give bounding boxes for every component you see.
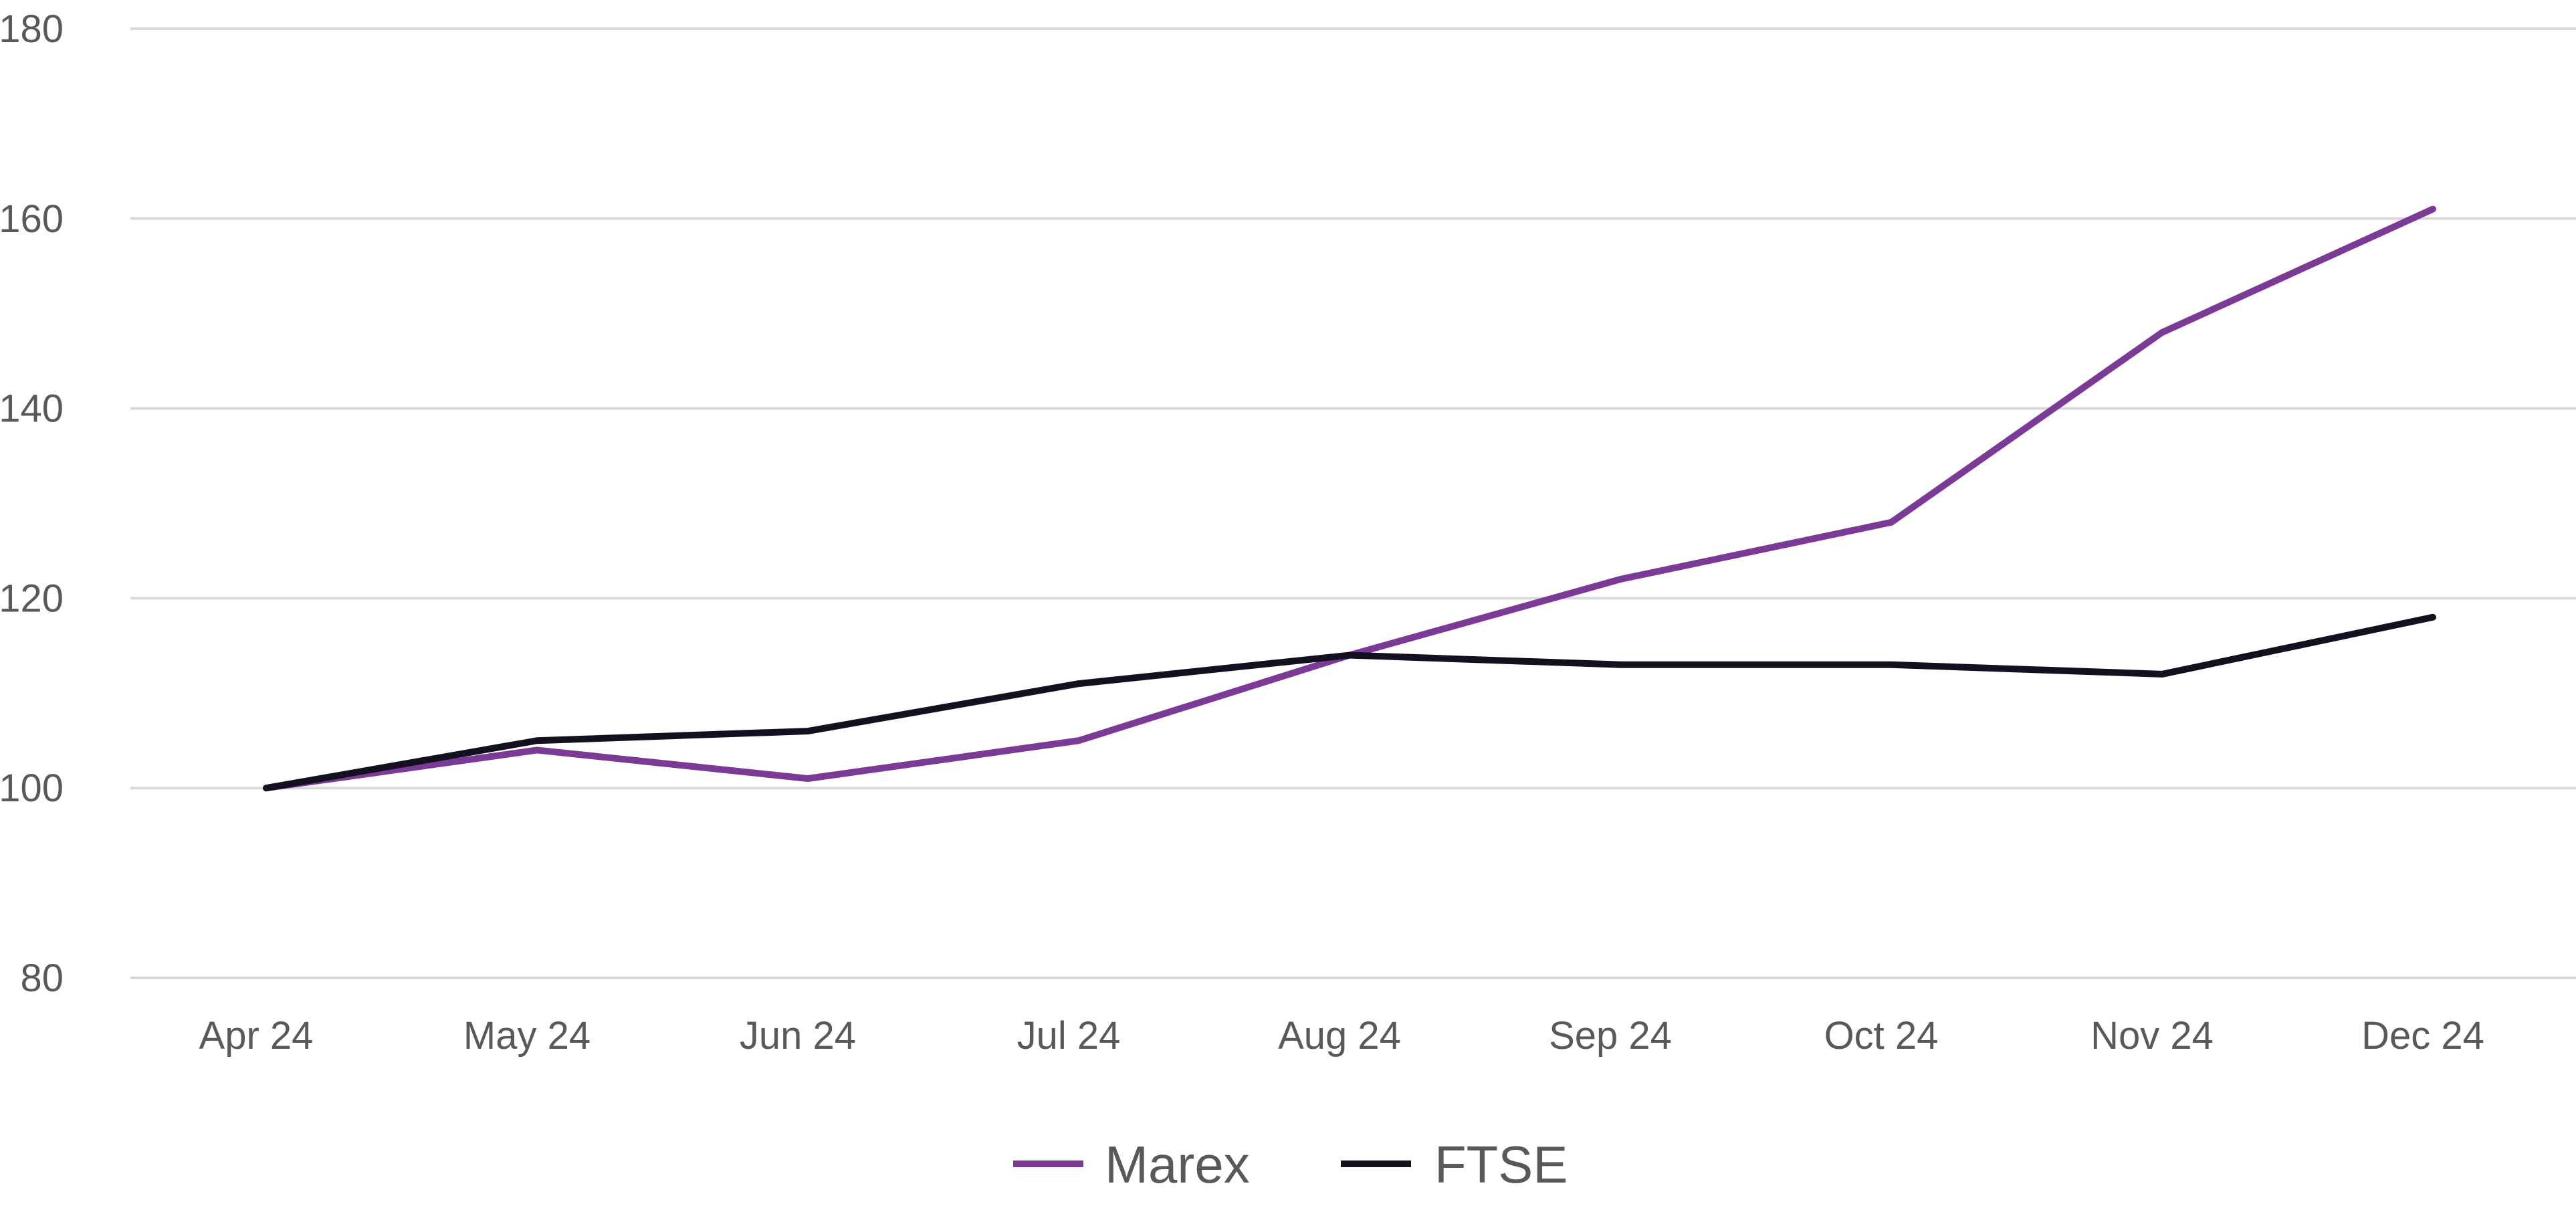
y-tick-label: 140 xyxy=(0,387,64,431)
x-axis-tick-labels: Apr 24 May 24 Jun 24 Jul 24 Aug 24 Sep 24 Oct … xyxy=(199,1014,2484,1057)
y-tick-label: 100 xyxy=(0,767,64,810)
legend-item-ftse: FTSE xyxy=(1341,1135,1568,1194)
x-tick-label: Sep 24 xyxy=(1549,1014,1672,1057)
series-line-marex xyxy=(263,205,2436,792)
legend-item-marex: Marex xyxy=(1013,1135,1250,1194)
x-tick-label: Aug 24 xyxy=(1278,1014,1401,1057)
x-tick-label: Apr 24 xyxy=(199,1014,314,1057)
x-tick-label: Oct 24 xyxy=(1824,1014,1939,1057)
x-tick-label: May 24 xyxy=(463,1014,591,1057)
legend: Marex FTSE xyxy=(1013,1135,1568,1194)
x-tick-label: Jun 24 xyxy=(740,1014,856,1057)
y-axis-tick-labels: 80 100 120 140 160 180 xyxy=(0,7,64,1000)
gridlines xyxy=(130,27,2576,979)
series-line-ftse xyxy=(263,613,2436,792)
legend-label: Marex xyxy=(1105,1135,1250,1194)
x-tick-label: Jul 24 xyxy=(1017,1014,1121,1057)
x-tick-label: Dec 24 xyxy=(2361,1014,2484,1057)
y-tick-label: 180 xyxy=(0,7,64,51)
legend-label: FTSE xyxy=(1434,1135,1568,1194)
y-tick-label: 80 xyxy=(20,956,64,1000)
series-lines xyxy=(263,205,2436,792)
x-tick-label: Nov 24 xyxy=(2090,1014,2214,1057)
y-tick-label: 120 xyxy=(0,577,64,620)
y-tick-label: 160 xyxy=(0,197,64,241)
